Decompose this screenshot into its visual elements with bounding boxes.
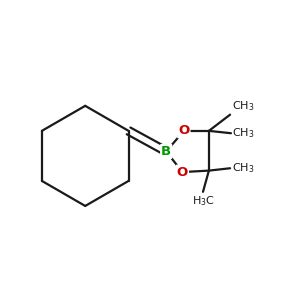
Text: O: O [178, 124, 190, 137]
Text: CH$_3$: CH$_3$ [232, 126, 255, 140]
Text: H$_3$C: H$_3$C [191, 194, 214, 208]
Text: CH$_3$: CH$_3$ [232, 161, 254, 175]
Text: O: O [177, 166, 188, 178]
Text: CH$_3$: CH$_3$ [232, 99, 254, 113]
Text: B: B [161, 145, 171, 158]
